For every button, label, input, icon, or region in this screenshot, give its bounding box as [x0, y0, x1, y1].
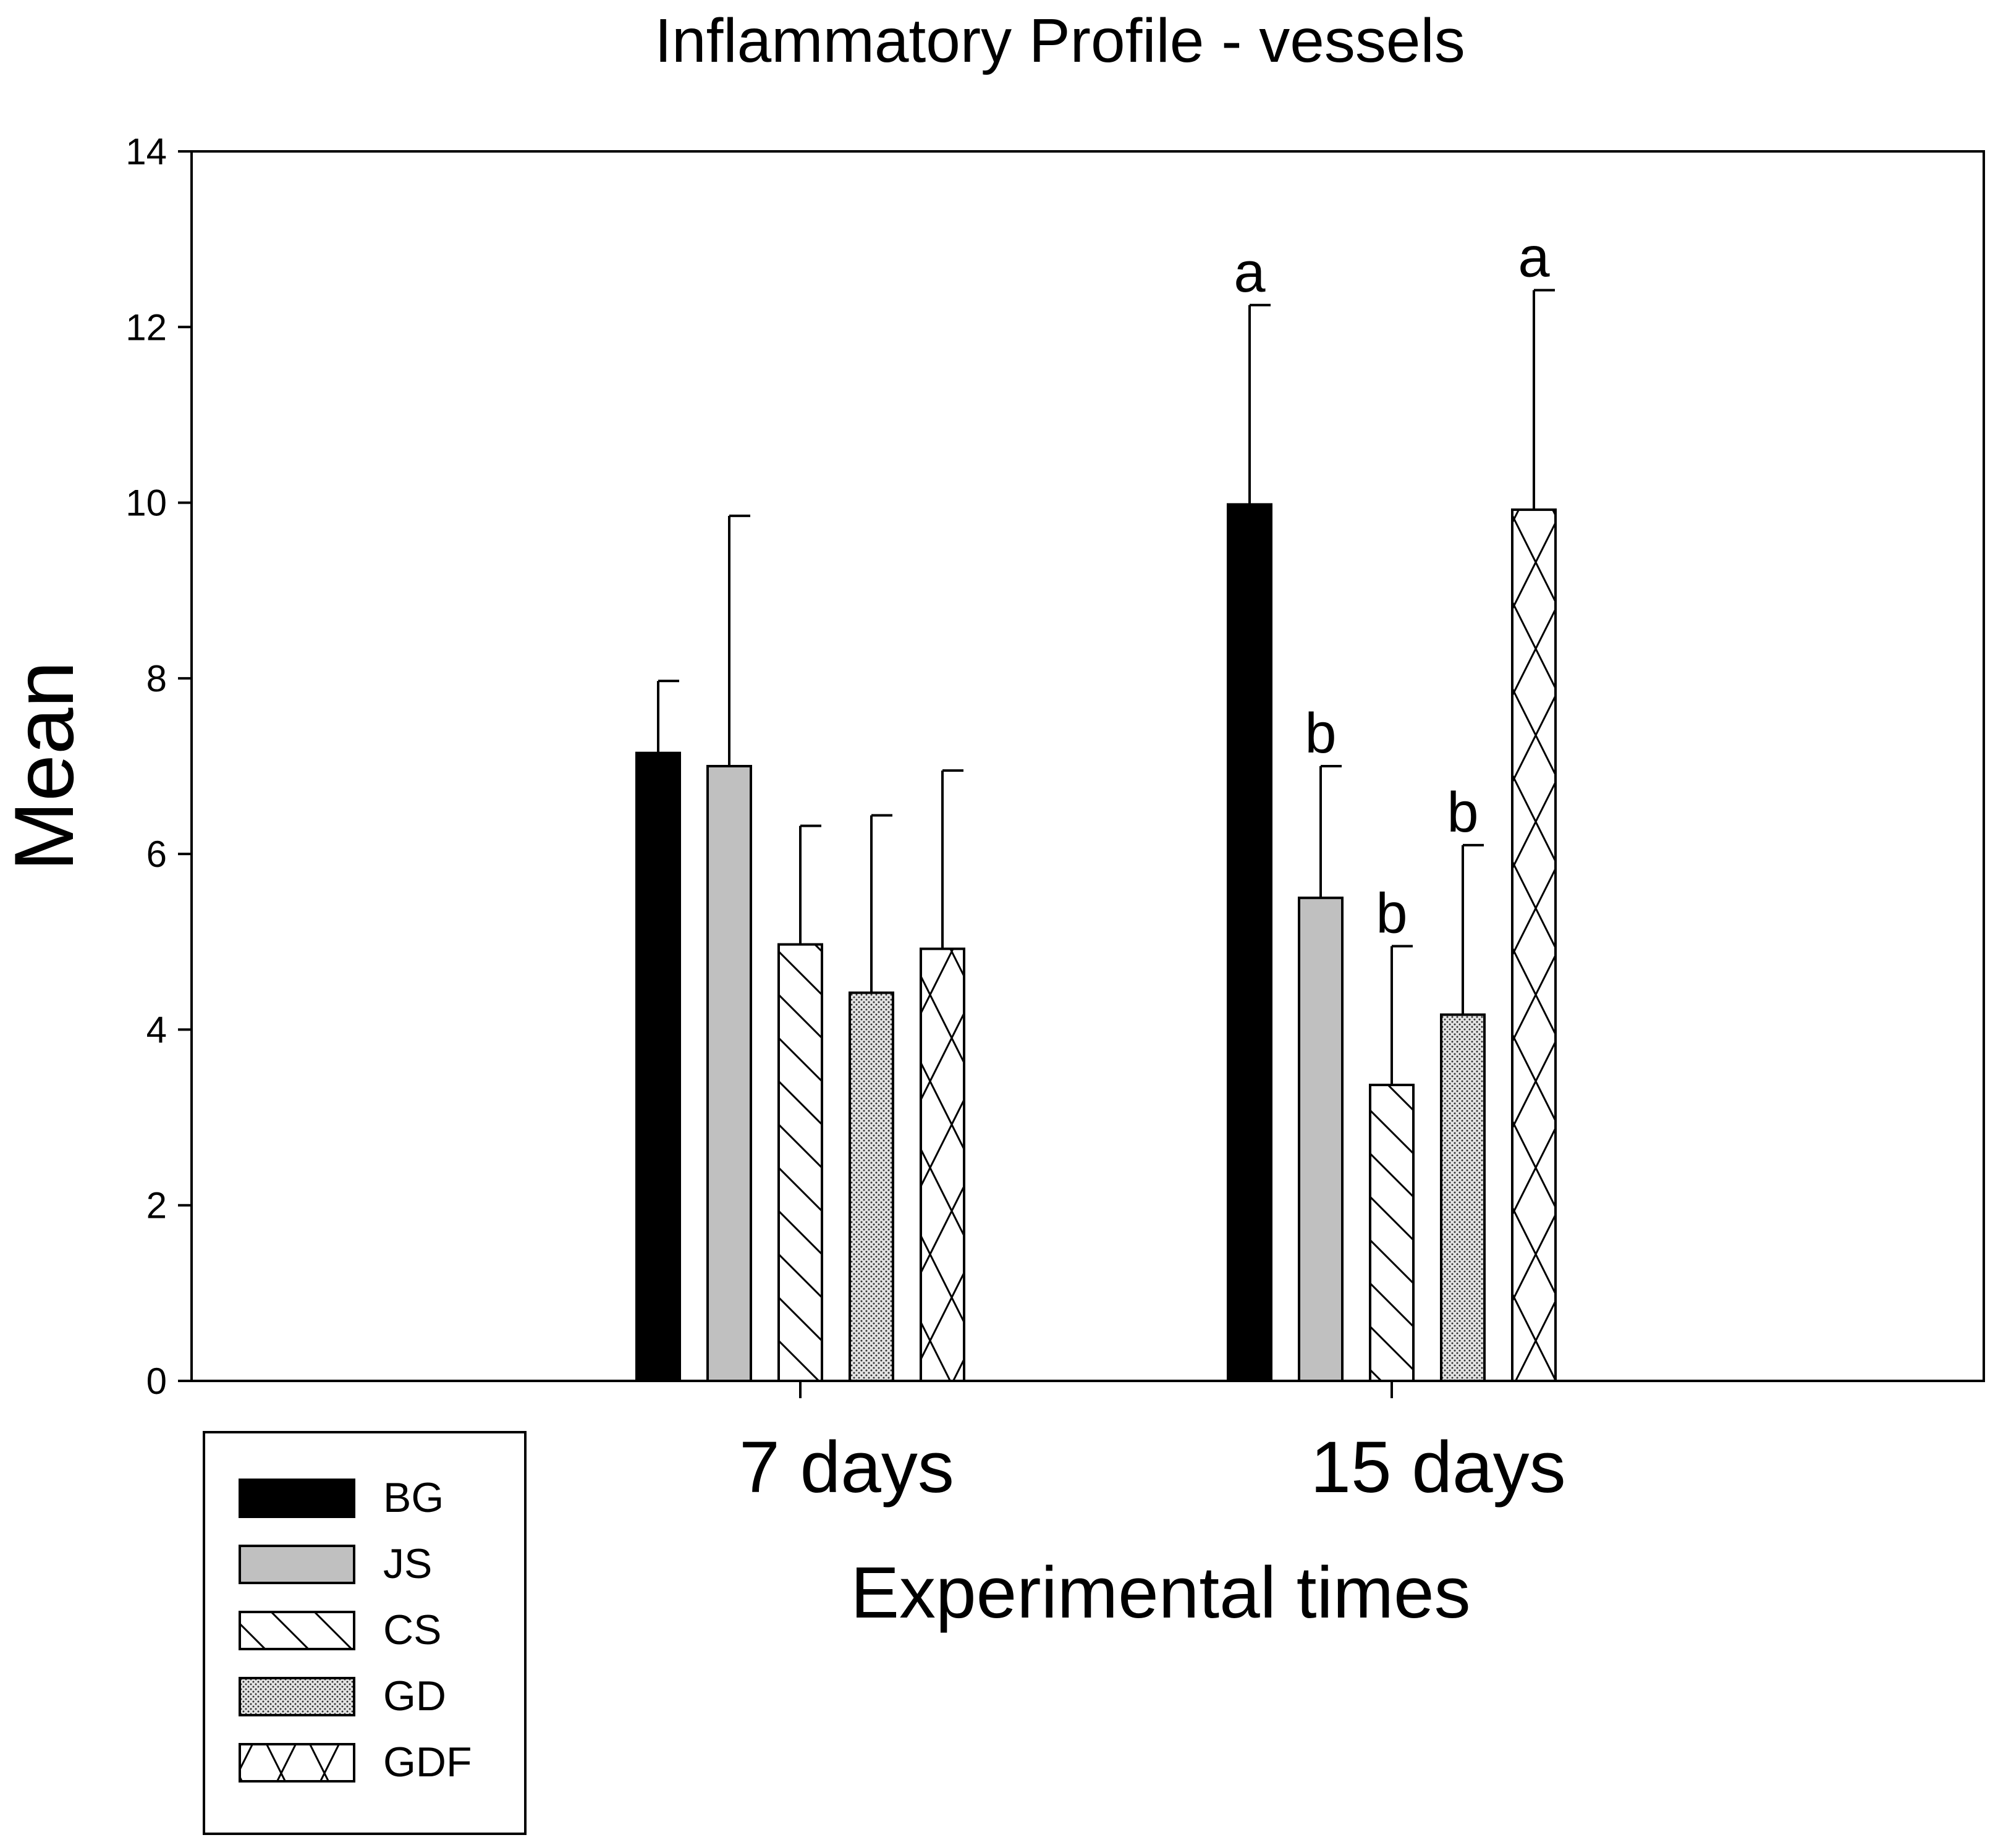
legend-swatch-gdf	[239, 1743, 355, 1783]
plot-area-frame	[190, 150, 1985, 1382]
legend-label-bg: BG	[383, 1474, 444, 1521]
legend-swatch-bg	[239, 1479, 355, 1518]
x-tick-label: 7 days	[739, 1427, 954, 1508]
y-axis-title: Mean	[0, 661, 91, 871]
bar-cs	[1369, 1083, 1415, 1382]
bar-gdf	[920, 947, 965, 1382]
legend-swatch-gd	[239, 1677, 355, 1716]
significance-letter: b	[1447, 781, 1478, 844]
bar-js	[1298, 897, 1344, 1382]
bar-cs	[777, 943, 823, 1383]
legend-label-gdf: GDF	[383, 1739, 472, 1786]
y-axis: 0 2 4 6 8 10 12 14	[125, 131, 192, 1402]
bar-bg	[1227, 503, 1272, 1382]
y-tick-label: 12	[125, 306, 167, 348]
bar-gdf	[1511, 508, 1557, 1382]
significance-letter: a	[1518, 226, 1550, 289]
significance-letter: a	[1234, 241, 1266, 304]
legend-label-cs: CS	[383, 1606, 441, 1653]
bar-gd	[849, 991, 894, 1382]
x-axis: 7 days 15 days	[739, 1381, 1566, 1508]
y-tick-label: 0	[146, 1361, 167, 1402]
legend: BG JS CS GD GDF	[203, 1431, 527, 1835]
x-tick-label: 15 days	[1310, 1427, 1565, 1508]
significance-letter: b	[1305, 702, 1336, 765]
y-tick-label: 2	[146, 1185, 167, 1226]
y-tick-label: 14	[125, 131, 167, 172]
y-tick-label: 10	[125, 483, 167, 524]
legend-label-js: JS	[383, 1540, 432, 1587]
bar-bg	[635, 751, 681, 1382]
bar-js	[706, 765, 752, 1382]
y-tick-label: 4	[146, 1009, 167, 1050]
bar-gd	[1440, 1013, 1486, 1382]
chart-title: Inflammatory Profile - vessels	[654, 6, 1465, 75]
y-tick-label: 6	[146, 833, 167, 875]
legend-label-gd: GD	[383, 1673, 446, 1719]
legend-swatch-cs	[239, 1611, 355, 1650]
significance-letter: b	[1376, 882, 1407, 945]
legend-swatch-js	[239, 1545, 355, 1584]
x-axis-title: Experimental times	[850, 1552, 1470, 1634]
y-tick-label: 8	[146, 658, 167, 699]
